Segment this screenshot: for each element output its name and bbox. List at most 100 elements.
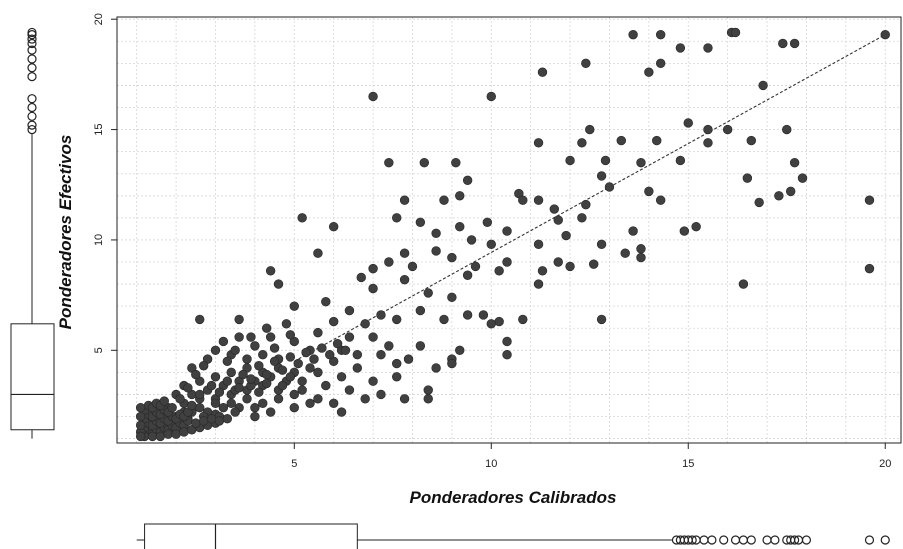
data-point [368,332,378,342]
data-point [439,195,449,205]
data-point [399,394,410,404]
data-point [596,171,607,181]
x-axis-title: Ponderadores Calibrados [410,488,617,507]
data-point [399,195,410,205]
data-point [325,350,335,360]
data-point [636,244,646,254]
data-point [447,292,457,303]
data-point [195,389,205,400]
data-point [328,221,339,232]
y-tick-label: 15 [93,123,105,135]
data-point [533,138,544,148]
data-point [439,314,449,325]
data-point [589,259,599,269]
data-point [758,80,768,91]
data-point [675,43,686,53]
data-point [746,135,756,146]
plot-frame [116,16,902,444]
data-point [376,389,386,400]
data-point [368,91,378,102]
data-point [265,407,276,417]
data-point [683,118,693,128]
data-point [392,213,402,223]
data-point [332,338,343,349]
data-point [171,429,181,439]
y-boxplot-outlier [27,71,37,82]
data-point [600,155,611,166]
data-point [317,343,327,353]
data-point [384,157,394,168]
data-point [195,314,205,325]
data-point [328,398,339,408]
y-boxplot-outlier [27,111,37,121]
data-point [254,361,264,371]
y-boxplot [10,27,55,439]
data-point [297,213,307,223]
data-point [880,29,890,40]
data-point [628,226,638,236]
data-point [585,124,595,135]
data-point [392,358,402,369]
data-point [864,263,875,274]
x-boxplot-outlier [762,535,772,545]
data-point [789,157,800,168]
data-point [289,301,299,311]
y-boxplot-outlier [27,102,37,113]
data-point [368,376,378,386]
data-point [301,347,311,358]
data-point [305,398,315,408]
x-boxplot-box [144,523,358,549]
data-point [210,345,221,355]
x-tick-label: 5 [291,458,297,470]
data-point [778,38,788,49]
data-point [262,378,272,389]
data-point [360,394,370,404]
x-boxplot-outlier [699,535,709,545]
data-point [226,398,236,408]
y-tick-label: 20 [93,13,105,25]
data-point [730,27,741,38]
data-point [447,252,457,263]
data-point [502,336,512,347]
data-point [218,336,229,347]
data-point [309,354,319,364]
data-point [368,283,378,294]
data-point [234,314,244,325]
data-point [175,394,185,404]
data-point [360,319,370,329]
data-point [636,252,646,263]
data-point [265,266,276,276]
data-point [691,221,701,232]
data-point [399,274,410,285]
data-point [277,380,288,391]
data-point [368,263,378,274]
data-point [537,67,548,77]
data-point [250,411,260,422]
data-point [262,369,272,380]
data-point [191,418,201,428]
data-point [722,124,733,135]
data-point [234,332,244,342]
data-point [313,367,323,378]
data-point [214,416,225,426]
data-point [210,372,221,382]
x-axis: 5 10 15 20 [291,443,891,470]
data-point [159,396,169,406]
data-point [313,248,323,258]
data-point [376,310,386,320]
data-point [742,173,753,183]
data-point [352,350,363,360]
data-point [135,402,146,413]
data-point [352,363,363,373]
reference-line-group [294,34,886,362]
data-point [187,400,197,411]
data-point [447,358,457,369]
data-point [344,385,355,395]
data-point [269,356,280,367]
data-points [135,27,890,442]
data-point [553,257,563,267]
x-tick-label: 20 [879,458,891,470]
data-point [376,350,386,360]
data-point [518,195,528,205]
data-point [336,407,347,417]
